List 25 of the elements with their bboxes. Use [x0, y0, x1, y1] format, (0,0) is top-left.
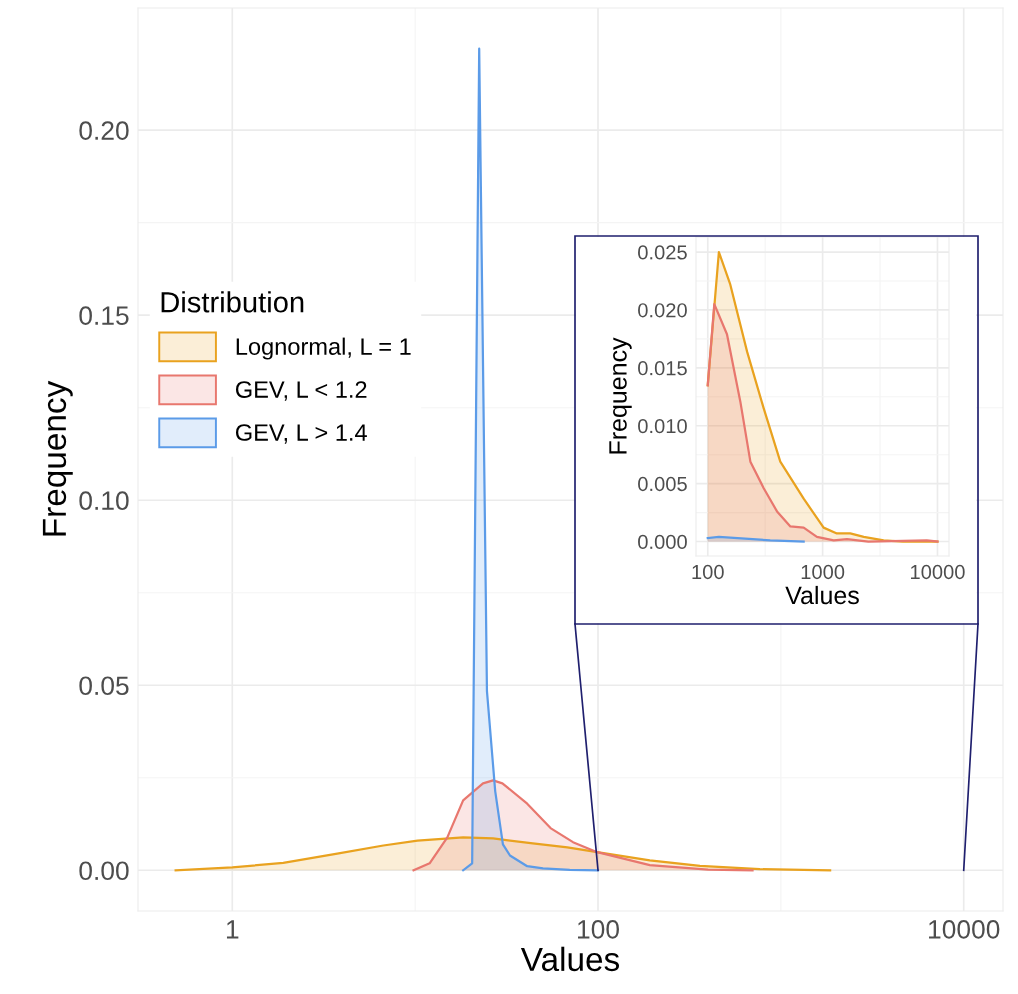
x-tick-label: 10000	[911, 564, 965, 580]
y-tick-label: 0.20	[79, 121, 129, 140]
y-axis-title: Frequency	[42, 380, 73, 536]
x-tick-label: 100	[578, 920, 619, 939]
x-axis-title: Values	[785, 585, 859, 605]
y-tick-label: 0.15	[79, 306, 129, 325]
y-tick-label: 0.025	[638, 245, 687, 260]
x-tick-label: 100	[692, 564, 724, 580]
y-tick-label: 0.010	[638, 418, 687, 434]
y-tick-label: 0.00	[79, 861, 129, 881]
y-tick-label: 0.015	[638, 361, 687, 376]
y-tick-label: 0.005	[638, 476, 687, 492]
legend-label: GEV, L < 1.2	[235, 381, 367, 401]
y-axis-title: Frequency	[609, 337, 632, 454]
y-tick-label: 0.05	[79, 676, 129, 696]
x-tick-label: 1000	[801, 564, 845, 580]
legend-label: Lognormal, L = 1	[236, 337, 411, 360]
legend-title: Distribution	[161, 291, 304, 313]
y-tick-label: 0.020	[638, 303, 687, 318]
legend-label: GEV, L > 1.4	[235, 424, 367, 444]
y-tick-label: 0.10	[79, 491, 129, 511]
y-tick-label: 0.000	[638, 534, 687, 550]
x-tick-label: 1	[226, 920, 239, 939]
x-axis-title: Values	[520, 946, 620, 972]
x-tick-label: 10000	[929, 920, 1000, 939]
